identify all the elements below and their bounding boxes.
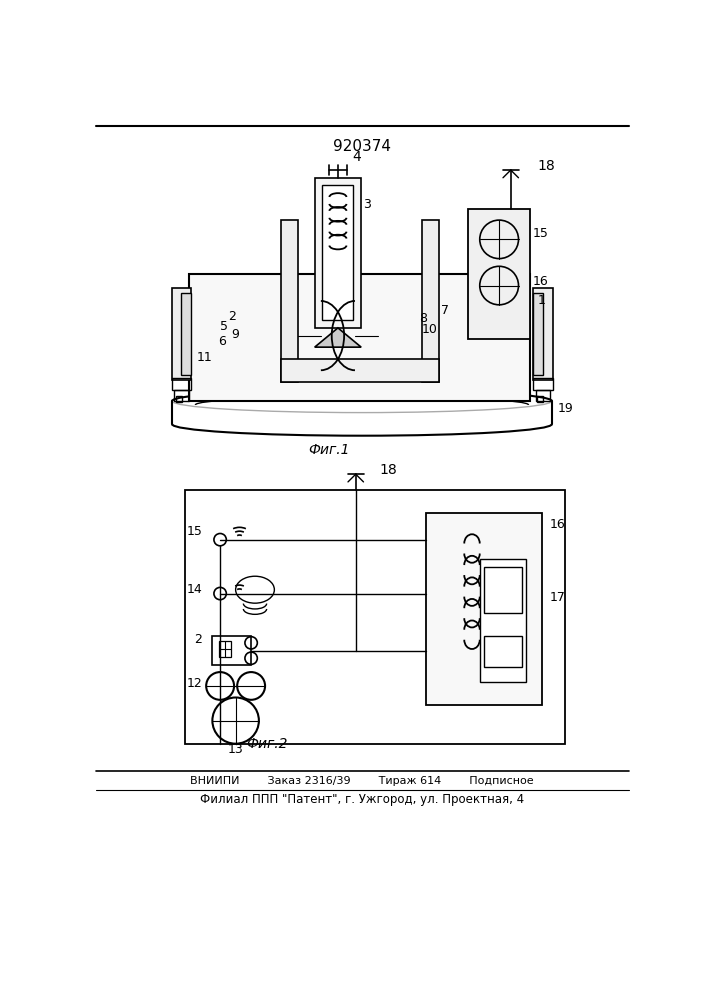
Text: 16: 16: [532, 275, 548, 288]
Text: 17: 17: [549, 591, 566, 604]
Bar: [315, 178, 361, 328]
Text: ВНИИПИ        Заказ 2316/39        Тираж 614        Подписное: ВНИИПИ Заказ 2316/39 Тираж 614 Подписное: [190, 776, 534, 786]
Bar: [212, 636, 251, 665]
Bar: [484, 636, 522, 667]
Bar: [218, 641, 231, 657]
Bar: [537, 396, 543, 402]
Text: 15: 15: [187, 525, 202, 538]
Text: 10: 10: [421, 323, 438, 336]
Text: Филиал ППП "Патент", г. Ужгород, ул. Проектная, 4: Филиал ППП "Патент", г. Ужгород, ул. Про…: [200, 793, 524, 806]
Bar: [533, 293, 542, 375]
Text: 11: 11: [197, 351, 213, 364]
Bar: [172, 288, 192, 380]
Bar: [185, 490, 565, 744]
Bar: [480, 559, 526, 682]
Bar: [533, 288, 553, 380]
Bar: [535, 390, 550, 401]
Bar: [172, 378, 192, 389]
Text: 6: 6: [218, 335, 226, 348]
Text: 4: 4: [352, 150, 361, 164]
Text: 18: 18: [538, 159, 556, 173]
Text: 15: 15: [532, 227, 549, 240]
Bar: [176, 396, 182, 402]
Bar: [281, 359, 438, 382]
Bar: [281, 220, 298, 382]
Polygon shape: [315, 328, 361, 347]
Text: Фиг.1: Фиг.1: [308, 443, 349, 457]
Text: 19: 19: [557, 402, 573, 415]
Text: 3: 3: [363, 198, 371, 211]
Text: 1: 1: [538, 294, 546, 307]
Text: Фиг.2: Фиг.2: [246, 737, 287, 751]
Text: 14: 14: [187, 583, 202, 596]
Bar: [484, 567, 522, 613]
Text: 7: 7: [441, 304, 449, 317]
Text: 12: 12: [187, 677, 202, 690]
Text: 5: 5: [220, 320, 228, 333]
Text: 2: 2: [194, 633, 202, 646]
Bar: [426, 513, 542, 705]
Bar: [189, 274, 530, 401]
Text: 8: 8: [419, 312, 427, 325]
Bar: [468, 209, 530, 339]
Text: 18: 18: [379, 463, 397, 477]
Text: 920374: 920374: [333, 139, 391, 154]
Bar: [533, 378, 553, 389]
Bar: [421, 220, 438, 382]
Bar: [182, 293, 191, 375]
Text: 13: 13: [228, 743, 243, 756]
Text: 16: 16: [549, 518, 566, 531]
Text: 2: 2: [228, 310, 235, 323]
Text: 9: 9: [232, 328, 240, 341]
Bar: [175, 390, 189, 401]
Bar: [322, 185, 354, 320]
